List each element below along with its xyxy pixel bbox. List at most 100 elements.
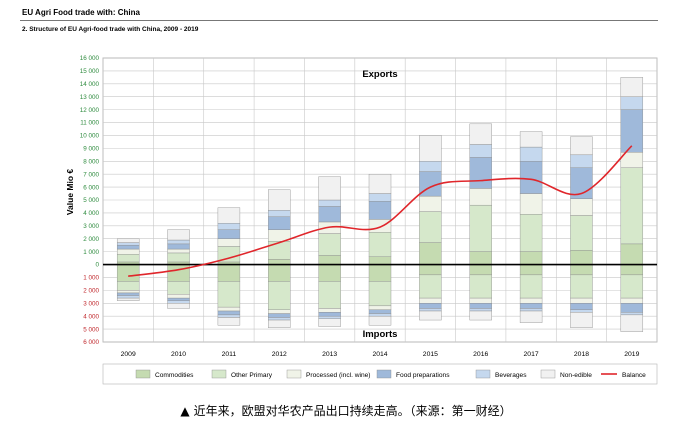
legend-swatch <box>475 369 491 379</box>
y-tick-label: 3 000 <box>83 300 99 307</box>
bar-import-segment <box>570 303 593 310</box>
bar-import-segment <box>419 274 442 299</box>
legend-label: Commodities <box>155 372 194 379</box>
bar-export-segment <box>469 204 492 252</box>
bar-export-segment <box>368 201 392 220</box>
y-axis-label: Value Mio € <box>65 169 75 216</box>
bar-import-segment <box>469 308 492 312</box>
x-tick-label: 2014 <box>372 351 387 358</box>
bar-export-segment <box>519 146 543 162</box>
bar-import-segment <box>116 297 140 301</box>
legend-label: Non-edible <box>560 372 592 379</box>
bar-import-segment <box>268 309 291 314</box>
bar-export-segment <box>570 136 593 156</box>
figure-caption: ▲ 近年来，欧盟对华农产品出口持续走高。（来源：第一财经） <box>0 402 692 419</box>
bar-import-segment <box>519 310 543 323</box>
bar-import-segment <box>318 308 341 313</box>
bar-import-segment <box>217 306 241 312</box>
bar-export-segment <box>469 157 492 189</box>
axis-labels: 16 000 15 000 14 000 13 000 12 000 11 000 10 0… <box>65 55 640 358</box>
bar-import-segment <box>217 281 241 308</box>
x-tick-label: 2019 <box>624 351 639 358</box>
bar-import-segment <box>217 317 241 326</box>
bar-import-segment <box>268 281 291 310</box>
chart-title: 2. Structure of EU Agri-food trade with … <box>22 26 199 33</box>
bar-export-segment <box>167 239 190 245</box>
y-tick-label: 5 000 <box>83 197 99 204</box>
bar-export-segment <box>268 216 291 230</box>
legend-label: Processed (incl. wine) <box>306 372 371 379</box>
bar-import-segment <box>167 264 190 282</box>
bar-import-segment <box>419 297 442 304</box>
bar-import-segment <box>620 297 644 304</box>
page-header: EU Agri Food trade with: China <box>22 8 140 17</box>
y-tick-label: 12 000 <box>80 107 100 114</box>
bar-import-segment <box>368 264 392 282</box>
bar-import-segment <box>419 264 442 276</box>
x-tick-label: 2010 <box>171 351 186 358</box>
balance-line <box>128 145 633 277</box>
bar-import-segment <box>519 303 543 309</box>
bar-export-segment <box>570 198 593 216</box>
legend-swatch <box>286 369 302 379</box>
bar-import-segment <box>368 281 392 307</box>
bar-export-segment <box>318 206 341 223</box>
bar-export-segment <box>469 144 492 158</box>
bar-import-segment <box>519 297 543 304</box>
bar-export-segment <box>469 123 492 145</box>
bar-import-segment <box>116 264 140 282</box>
bar-import-segment <box>116 281 140 291</box>
bar-export-segment <box>419 161 442 172</box>
bar-import-segment <box>167 300 190 304</box>
bar-import-segment <box>167 303 190 309</box>
bar-export-segment <box>419 135 442 162</box>
bar-import-segment <box>419 310 442 321</box>
bar-export-segment <box>570 250 593 265</box>
bar-import-segment <box>620 314 644 332</box>
bar-export-segment <box>419 195 442 212</box>
bar-export-segment <box>318 176 341 201</box>
y-tick-label: 1 000 <box>83 275 99 282</box>
bar-export-segment <box>368 193 392 202</box>
bar-export-segment <box>167 243 190 250</box>
bar-import-segment <box>419 308 442 312</box>
bar-import-segment <box>469 264 492 276</box>
x-tick-label: 2009 <box>121 351 136 358</box>
bar-export-segment <box>519 161 543 194</box>
legend-swatch <box>540 369 556 379</box>
y-tick-label: 14 000 <box>80 81 100 88</box>
bar-export-segment <box>116 254 140 263</box>
bar-import-segment <box>116 295 140 299</box>
bar-export-segment <box>620 243 644 265</box>
bar-export-segment <box>419 211 442 243</box>
bar-import-segment <box>570 264 593 276</box>
bar-import-segment <box>469 303 492 309</box>
legend: Commodities Other Primary Processed (incl.… <box>102 363 658 385</box>
bar-import-segment <box>519 274 543 299</box>
bar-export-segment <box>167 248 190 254</box>
y-tick-label: 6 000 <box>83 184 99 191</box>
legend-swatch <box>211 369 227 379</box>
y-tick-label: 2 000 <box>83 288 99 295</box>
legend-label: Food preparations <box>396 372 450 379</box>
bar-export-segment <box>217 229 241 239</box>
bar-import-segment <box>268 319 291 328</box>
bar-export-segment <box>368 219 392 233</box>
caption-marker: ▲ <box>180 404 190 418</box>
bar-import-segment <box>469 310 492 321</box>
bar-import-segment <box>570 297 593 304</box>
imports-label: Imports <box>363 329 398 340</box>
bar-import-segment <box>167 281 190 295</box>
bar-export-segment <box>519 213 543 252</box>
bar-export-segment <box>116 244 140 250</box>
legend-label: Beverages <box>495 372 527 379</box>
bar-import-segment <box>116 290 140 294</box>
bar-import-segment <box>570 274 593 299</box>
bar-import-segment <box>570 312 593 328</box>
bar-import-segment <box>368 313 392 317</box>
bar-import-segment <box>318 264 341 282</box>
y-tick-label: 8 000 <box>83 158 99 165</box>
y-tick-label: 2 000 <box>83 236 99 243</box>
bar-export-segment <box>217 223 241 230</box>
y-tick-label: 3 000 <box>83 223 99 230</box>
